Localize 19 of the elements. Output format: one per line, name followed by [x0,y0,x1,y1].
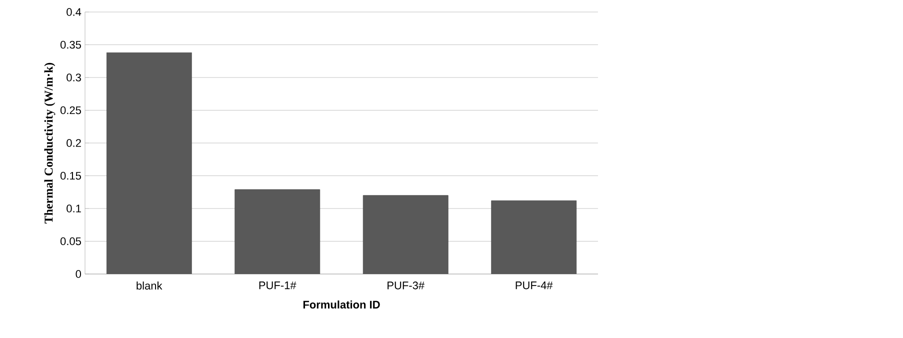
x-tick-label: blank [136,282,162,290]
x-tick-label: PUF-3# [388,282,425,290]
bar [491,200,577,274]
y-tick-label: 0.05 [60,237,81,246]
x-tick-label: PUF-4# [516,282,553,290]
y-tick-label: 0.3 [66,74,81,82]
y-tick-label: 0.2 [66,139,81,147]
y-tick-label: 0.1 [66,204,81,212]
y-axis-title: Thermal Conductivity (W/m·k) [44,62,56,224]
y-tick-label: 0.35 [60,40,81,49]
y-tick-label: 0.15 [60,172,81,180]
bar [106,52,192,274]
bar [362,195,448,274]
x-axis-title: Formulation ID [303,300,380,309]
y-tick-label: 0.4 [66,8,82,16]
y-tick-label: 0.25 [60,106,81,114]
y-tick-label: 0 [76,270,82,278]
x-tick-label: PUF-1# [259,282,296,290]
bar [234,189,320,274]
